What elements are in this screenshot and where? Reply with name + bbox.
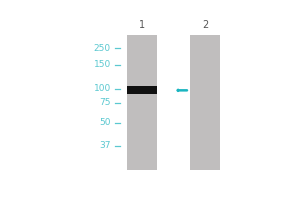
Text: 2: 2 — [202, 20, 208, 30]
Text: 250: 250 — [94, 44, 111, 53]
Text: 100: 100 — [94, 84, 111, 93]
Text: 75: 75 — [99, 98, 111, 107]
Bar — [127, 86, 157, 94]
Text: 150: 150 — [94, 60, 111, 69]
Text: 1: 1 — [139, 20, 145, 30]
Text: 37: 37 — [99, 141, 111, 150]
Bar — [127, 35, 157, 170]
Bar — [190, 35, 220, 170]
Text: 50: 50 — [99, 118, 111, 127]
